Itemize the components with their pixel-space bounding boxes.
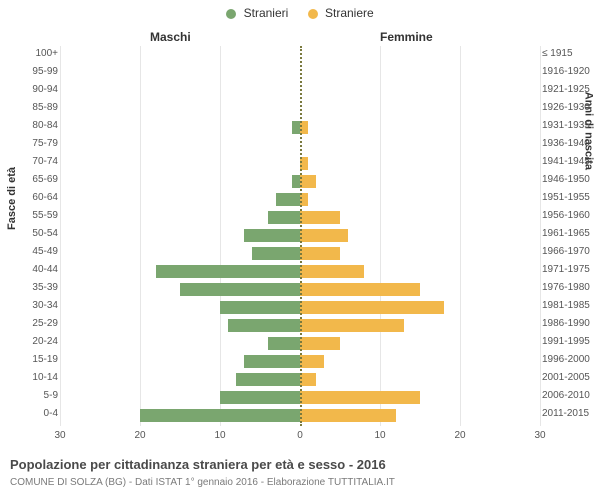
legend-swatch-male — [226, 9, 236, 19]
age-label: 80-84 — [4, 120, 58, 131]
bar-female — [300, 229, 348, 242]
bar-male — [268, 337, 300, 350]
birth-year-label: 1996-2000 — [542, 354, 598, 365]
bar-male — [244, 229, 300, 242]
column-title-male: Maschi — [150, 30, 191, 44]
age-label: 75-79 — [4, 138, 58, 149]
bar-male — [244, 355, 300, 368]
bar-male — [156, 265, 300, 278]
bar-male — [276, 193, 300, 206]
birth-year-label: 1966-1970 — [542, 246, 598, 257]
bar-male — [180, 283, 300, 296]
age-label: 70-74 — [4, 156, 58, 167]
age-label: 10-14 — [4, 372, 58, 383]
legend-label-female: Straniere — [325, 6, 374, 20]
x-tick-label: 30 — [534, 430, 545, 441]
bar-female — [300, 373, 316, 386]
bar-female — [300, 391, 420, 404]
x-tick-label: 20 — [134, 430, 145, 441]
chart-subtitle: COMUNE DI SOLZA (BG) - Dati ISTAT 1° gen… — [10, 477, 395, 488]
age-label: 15-19 — [4, 354, 58, 365]
birth-year-label: 1986-1990 — [542, 318, 598, 329]
bar-male — [220, 301, 300, 314]
x-tick-label: 0 — [297, 430, 303, 441]
age-label: 100+ — [4, 48, 58, 59]
legend-swatch-female — [308, 9, 318, 19]
age-label: 85-89 — [4, 102, 58, 113]
birth-year-label: 1946-1950 — [542, 174, 598, 185]
chart-title: Popolazione per cittadinanza straniera p… — [10, 457, 386, 472]
birth-year-label: 1976-1980 — [542, 282, 598, 293]
bar-female — [300, 283, 420, 296]
birth-year-label: 1936-1940 — [542, 138, 598, 149]
birth-year-label: 1931-1935 — [542, 120, 598, 131]
bar-female — [300, 409, 396, 422]
grid-line — [540, 46, 541, 426]
birth-year-label: ≤ 1915 — [542, 48, 598, 59]
birth-year-label: 2006-2010 — [542, 390, 598, 401]
birth-year-label: 1991-1995 — [542, 336, 598, 347]
age-label: 5-9 — [4, 390, 58, 401]
column-title-female: Femmine — [380, 30, 433, 44]
pyramid-chart: Stranieri Straniere Maschi Femmine Fasce… — [0, 0, 600, 500]
birth-year-label: 1951-1955 — [542, 192, 598, 203]
age-label: 35-39 — [4, 282, 58, 293]
x-tick-label: 10 — [214, 430, 225, 441]
x-tick-label: 10 — [374, 430, 385, 441]
bar-male — [236, 373, 300, 386]
bar-female — [300, 301, 444, 314]
age-label: 60-64 — [4, 192, 58, 203]
plot-area — [60, 46, 540, 426]
age-label: 55-59 — [4, 210, 58, 221]
center-axis-line — [300, 46, 302, 426]
age-label: 50-54 — [4, 228, 58, 239]
birth-year-label: 1961-1965 — [542, 228, 598, 239]
age-label: 0-4 — [4, 408, 58, 419]
age-label: 45-49 — [4, 246, 58, 257]
birth-year-label: 2001-2005 — [542, 372, 598, 383]
age-label: 95-99 — [4, 66, 58, 77]
bar-female — [300, 319, 404, 332]
x-tick-label: 30 — [54, 430, 65, 441]
age-label: 30-34 — [4, 300, 58, 311]
bar-male — [140, 409, 300, 422]
bar-female — [300, 337, 340, 350]
legend: Stranieri Straniere — [0, 6, 600, 20]
bar-male — [220, 391, 300, 404]
bar-female — [300, 247, 340, 260]
x-tick-label: 20 — [454, 430, 465, 441]
bar-female — [300, 211, 340, 224]
birth-year-label: 1956-1960 — [542, 210, 598, 221]
bar-male — [268, 211, 300, 224]
age-label: 20-24 — [4, 336, 58, 347]
age-label: 25-29 — [4, 318, 58, 329]
age-label: 65-69 — [4, 174, 58, 185]
age-label: 40-44 — [4, 264, 58, 275]
birth-year-label: 1926-1930 — [542, 102, 598, 113]
birth-year-label: 1916-1920 — [542, 66, 598, 77]
bar-male — [252, 247, 300, 260]
bar-female — [300, 355, 324, 368]
birth-year-label: 1971-1975 — [542, 264, 598, 275]
bar-male — [292, 175, 300, 188]
bar-male — [292, 121, 300, 134]
birth-year-label: 1981-1985 — [542, 300, 598, 311]
birth-year-label: 1921-1925 — [542, 84, 598, 95]
birth-year-label: 2011-2015 — [542, 408, 598, 419]
bar-male — [228, 319, 300, 332]
age-label: 90-94 — [4, 84, 58, 95]
bar-female — [300, 175, 316, 188]
birth-year-label: 1941-1945 — [542, 156, 598, 167]
bar-female — [300, 265, 364, 278]
legend-label-male: Stranieri — [244, 6, 289, 20]
